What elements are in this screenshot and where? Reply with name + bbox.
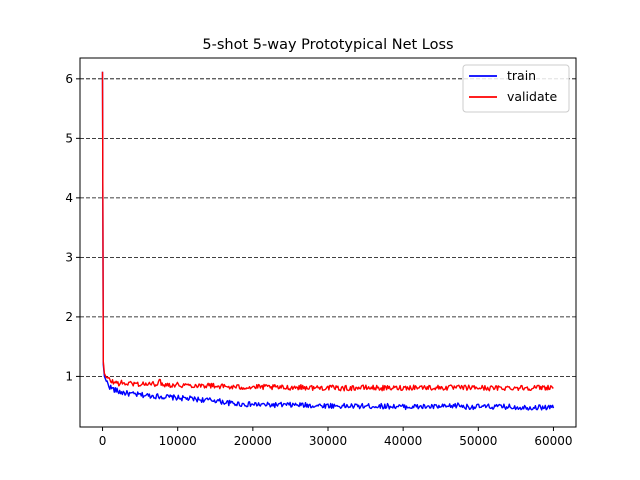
legend-validate-label: validate bbox=[507, 89, 557, 104]
series-lines bbox=[101, 71, 555, 411]
x-tick-label: 0 bbox=[99, 434, 107, 448]
x-tick-label: 20000 bbox=[234, 434, 272, 448]
legend: train validate bbox=[462, 64, 570, 113]
x-tick-label: 50000 bbox=[459, 434, 497, 448]
x-tick-label: 60000 bbox=[534, 434, 572, 448]
x-tick-label: 30000 bbox=[309, 434, 347, 448]
axis-ticks: 1 2 3 4 5 6 0 10000 20000 30000 40000 50000 60000 bbox=[65, 72, 572, 448]
y-tick-label: 3 bbox=[65, 250, 73, 264]
series-line-validate bbox=[101, 71, 554, 392]
y-tick-label: 5 bbox=[65, 131, 73, 145]
y-tick-label: 6 bbox=[65, 72, 73, 86]
chart-title: 5-shot 5-way Prototypical Net Loss bbox=[202, 37, 453, 53]
series-line-train bbox=[101, 71, 555, 411]
y-tick-label: 4 bbox=[65, 191, 73, 205]
y-tick-label: 1 bbox=[65, 369, 73, 383]
grid-lines bbox=[80, 78, 576, 377]
x-tick-label: 10000 bbox=[159, 434, 197, 448]
legend-train-label: train bbox=[507, 68, 536, 83]
x-tick-label: 40000 bbox=[384, 434, 422, 448]
y-tick-label: 2 bbox=[65, 310, 73, 324]
